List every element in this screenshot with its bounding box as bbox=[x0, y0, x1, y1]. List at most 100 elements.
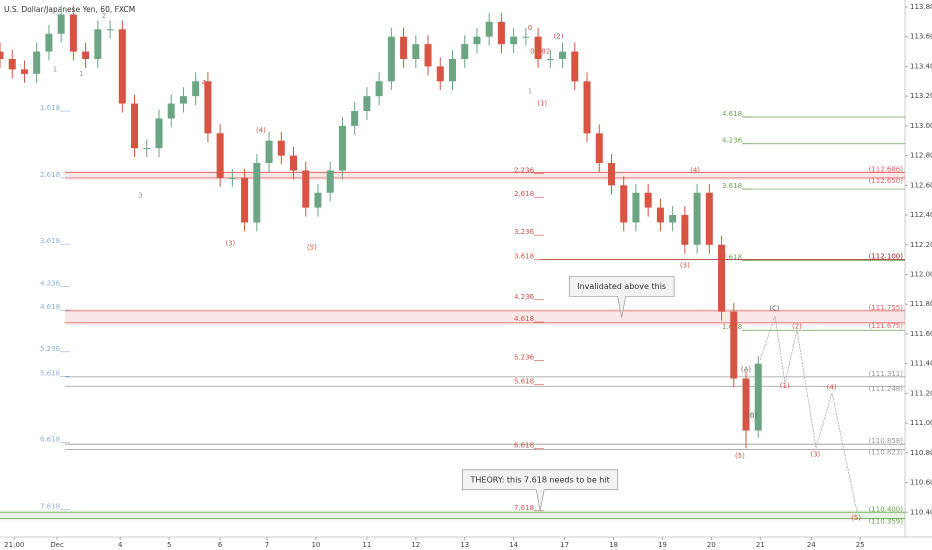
candle-body bbox=[571, 51, 579, 82]
x-tick-label: 18 bbox=[609, 541, 618, 549]
wave-label: (B) bbox=[747, 412, 758, 420]
candle-body bbox=[473, 36, 481, 45]
wave-label: (3) bbox=[810, 450, 820, 458]
fib-label: 4.618 bbox=[722, 110, 742, 118]
x-tick-label: 25 bbox=[856, 541, 865, 549]
candle-body bbox=[705, 192, 713, 245]
candle-body bbox=[632, 192, 640, 223]
candle-body bbox=[57, 14, 65, 34]
x-tick-label: 24 bbox=[807, 541, 816, 549]
candle-body bbox=[314, 192, 322, 208]
candle-body bbox=[338, 125, 346, 171]
candle-body bbox=[681, 215, 689, 245]
candle-body bbox=[253, 163, 261, 223]
candle-body bbox=[424, 44, 432, 67]
level-tag: (110.858) bbox=[869, 437, 904, 445]
candle-body bbox=[241, 177, 249, 223]
level-band bbox=[65, 308, 905, 325]
y-tick-label: 112.800 bbox=[910, 152, 932, 160]
y-tick-label: 113.400 bbox=[910, 62, 932, 70]
fib-label: 6.618 bbox=[514, 441, 534, 449]
candle-body bbox=[449, 58, 456, 82]
y-tick-label: 111.200 bbox=[910, 389, 932, 397]
y-tick-label: 113.200 bbox=[910, 92, 932, 100]
candle-body bbox=[583, 81, 591, 134]
candle-body bbox=[82, 51, 90, 59]
level-tag: (112.100) bbox=[869, 253, 904, 261]
y-tick-label: 110.600 bbox=[910, 479, 932, 487]
wave-label: (A) bbox=[741, 366, 752, 374]
level-tag: (110.823) bbox=[869, 448, 904, 456]
candle-body bbox=[559, 51, 567, 59]
x-tick-label: 13 bbox=[460, 541, 469, 549]
wave-label: (3) bbox=[225, 239, 235, 247]
candle-body bbox=[0, 51, 4, 59]
candle-body bbox=[216, 133, 224, 178]
candle-body bbox=[228, 177, 236, 179]
wave-label: (2) bbox=[792, 322, 802, 330]
level-tag: (112.650) bbox=[869, 177, 904, 185]
wave-label: (5) bbox=[307, 244, 317, 252]
candle-body bbox=[436, 66, 444, 82]
candle-body bbox=[265, 140, 273, 164]
fib-label: 4.618 bbox=[514, 315, 534, 323]
y-tick-label: 110.400 bbox=[910, 508, 932, 516]
y-tick-label: 113.000 bbox=[910, 122, 932, 130]
candle-body bbox=[400, 36, 408, 59]
x-tick-label: 20 bbox=[707, 541, 716, 549]
y-tick-label: 111.400 bbox=[910, 360, 932, 368]
x-tick-label: 5 bbox=[167, 541, 171, 549]
y-tick-label: 112.200 bbox=[910, 241, 932, 249]
candle-body bbox=[461, 44, 469, 59]
candle-body bbox=[754, 363, 762, 431]
fib-label: 2.618 bbox=[722, 253, 742, 261]
candle-body bbox=[326, 170, 334, 193]
candle-body bbox=[106, 29, 114, 31]
wave-label: 4 bbox=[202, 79, 207, 87]
candle-body bbox=[33, 51, 41, 74]
wave-label: 0 bbox=[528, 24, 532, 32]
x-tick-label: 6 bbox=[218, 541, 223, 549]
candle-body bbox=[534, 36, 542, 59]
fib-label: 3.618 bbox=[722, 182, 742, 190]
x-tick-label: 19 bbox=[658, 541, 667, 549]
candle-body bbox=[510, 36, 518, 45]
fib-label: 6.618 bbox=[40, 435, 60, 443]
candle-body bbox=[497, 21, 505, 45]
callout-box bbox=[568, 276, 675, 318]
fib-label: 4.618 bbox=[40, 303, 60, 311]
level-tag: (110.359) bbox=[869, 517, 904, 525]
wave-label: (1) bbox=[780, 382, 790, 390]
candle-body bbox=[620, 185, 628, 223]
y-tick-label: 112.600 bbox=[910, 181, 932, 189]
x-tick-label: 11 bbox=[362, 541, 371, 549]
wave-label: 2 bbox=[102, 12, 106, 20]
candle-body bbox=[412, 44, 420, 59]
wave-label: 1 bbox=[53, 65, 57, 73]
wave-label: (4) bbox=[827, 383, 837, 391]
candle-body bbox=[363, 96, 371, 112]
level-tag: (111.311) bbox=[869, 370, 904, 378]
candle-body bbox=[387, 36, 395, 82]
candle-body bbox=[546, 58, 554, 60]
chart-title: U.S. Dollar/Japanese Yen, 60, FXCM bbox=[4, 5, 135, 14]
level-tag: (111.248) bbox=[869, 385, 904, 393]
x-tick-label: 4 bbox=[118, 541, 123, 549]
fib-label: 7.618 bbox=[514, 504, 534, 512]
level-tag: (110.400) bbox=[869, 505, 904, 513]
level-band bbox=[0, 510, 905, 521]
x-tick-label: 14 bbox=[509, 541, 518, 549]
candle-body bbox=[155, 118, 163, 149]
fib-label: 2.236 bbox=[514, 166, 535, 174]
candle-body bbox=[718, 244, 726, 312]
candle-body bbox=[669, 215, 677, 223]
fib-label: 5.618 bbox=[514, 377, 534, 385]
candle-body bbox=[179, 96, 187, 104]
fib-label: 2.618 bbox=[514, 190, 534, 198]
candle-body bbox=[302, 170, 310, 208]
callout: Invalidated above this bbox=[568, 276, 675, 318]
wave-label: (4) bbox=[256, 126, 266, 134]
fib-label: 7.618 bbox=[40, 502, 60, 510]
wave-label: (2) bbox=[554, 33, 564, 41]
